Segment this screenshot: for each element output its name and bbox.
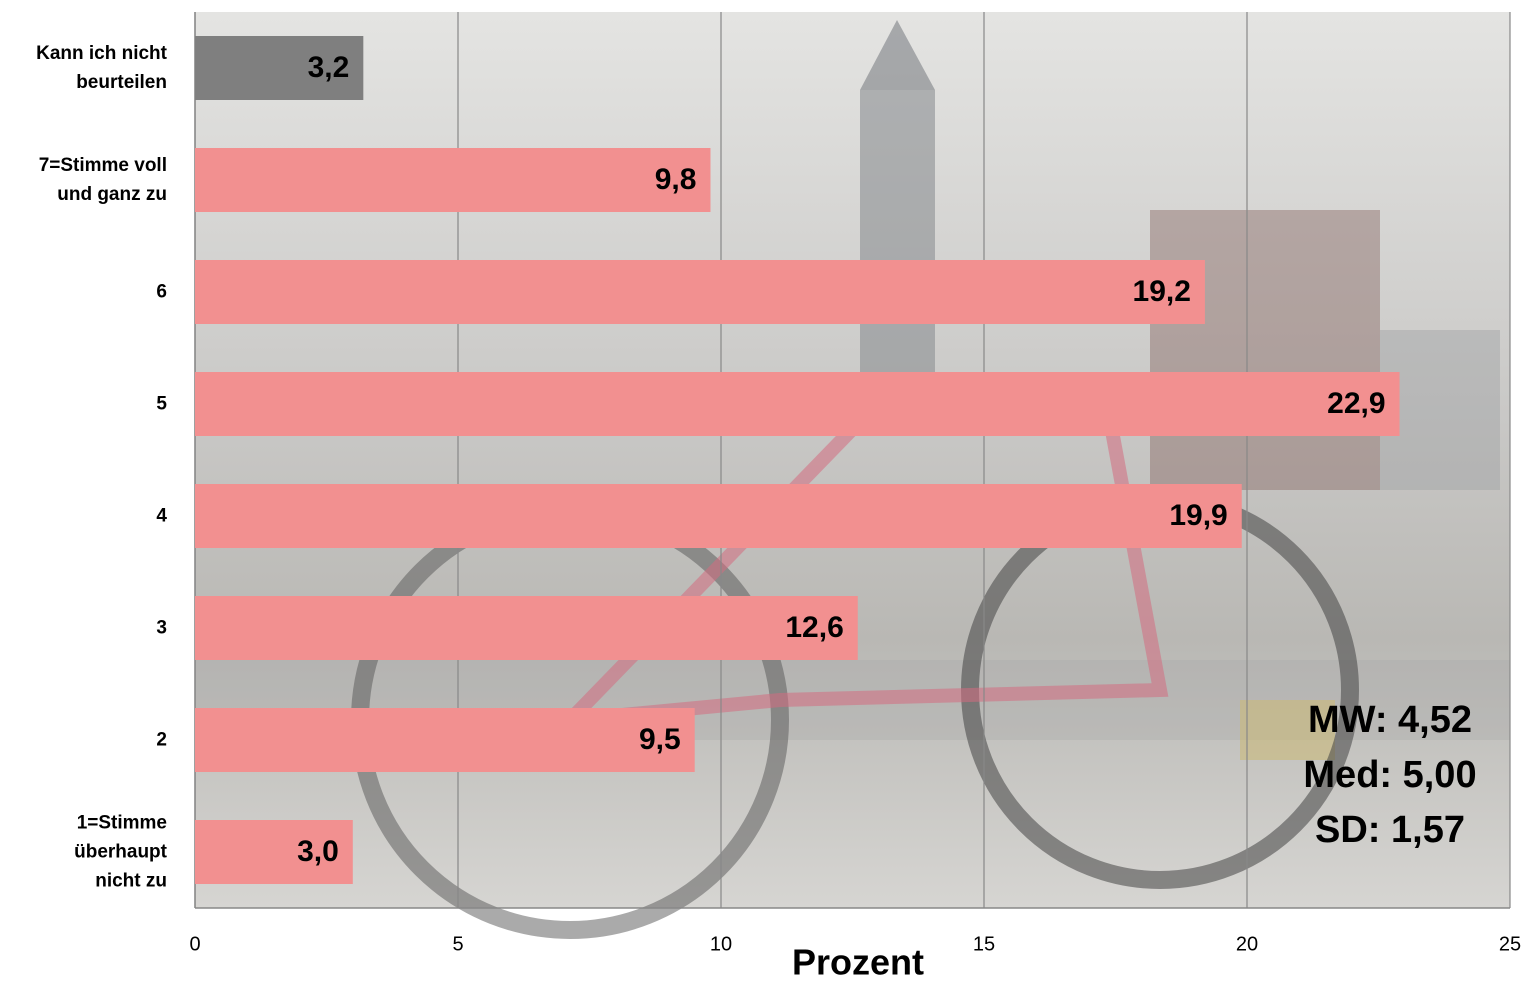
bar bbox=[195, 708, 695, 772]
y-tick-label: 4 bbox=[156, 505, 167, 527]
stat-annotation: MW: 4,52 bbox=[1308, 699, 1472, 741]
y-tick-label: 5 bbox=[156, 393, 167, 415]
x-tick-label: 25 bbox=[1499, 933, 1521, 955]
bar bbox=[195, 484, 1242, 548]
value-label: 19,2 bbox=[1133, 275, 1191, 308]
bar bbox=[195, 260, 1205, 324]
x-tick-label: 5 bbox=[452, 933, 463, 955]
x-tick-label: 0 bbox=[189, 933, 200, 955]
value-label: 19,9 bbox=[1169, 499, 1227, 532]
bar bbox=[195, 596, 858, 660]
bar bbox=[195, 372, 1400, 436]
bar bbox=[195, 820, 353, 884]
bar bbox=[195, 148, 711, 212]
y-tick-label: 3 bbox=[156, 617, 167, 639]
value-label: 3,2 bbox=[308, 51, 350, 84]
value-label: 12,6 bbox=[785, 611, 843, 644]
x-tick-label: 10 bbox=[710, 933, 732, 955]
value-label: 9,5 bbox=[639, 723, 681, 756]
x-tick-label: 20 bbox=[1236, 933, 1258, 955]
x-tick-label: 15 bbox=[973, 933, 995, 955]
bar bbox=[195, 36, 364, 100]
y-tick-label: Kann ich nicht beurteilen bbox=[36, 43, 167, 93]
y-tick-label: 1=Stimme überhaupt nicht zu bbox=[74, 812, 167, 892]
y-tick-label: 2 bbox=[156, 729, 167, 751]
stat-annotation: SD: 1,57 bbox=[1315, 809, 1465, 851]
value-label: 9,8 bbox=[655, 163, 697, 196]
y-tick-label: 7=Stimme voll und ganz zu bbox=[38, 155, 167, 205]
value-label: 3,0 bbox=[297, 835, 339, 868]
stat-annotation: Med: 5,00 bbox=[1303, 754, 1476, 796]
y-tick-label: 6 bbox=[156, 281, 167, 303]
x-axis-title: Prozent bbox=[792, 942, 924, 981]
value-label: 22,9 bbox=[1327, 387, 1385, 420]
